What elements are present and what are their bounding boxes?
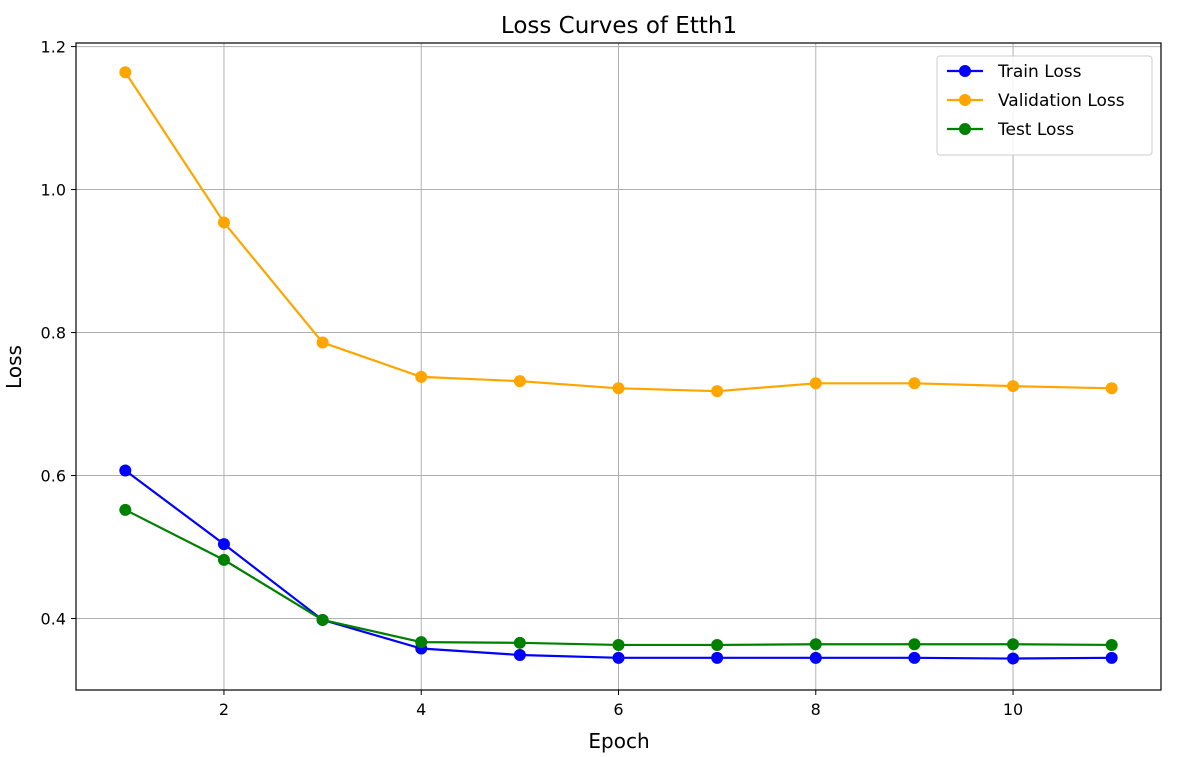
y-tick-label: 0.8 (41, 324, 66, 343)
test-loss-point (612, 638, 625, 651)
validation-loss-point (316, 336, 329, 349)
legend-test-loss-label: Test Loss (997, 120, 1074, 140)
validation-loss-point (1007, 380, 1020, 393)
test-loss-point (908, 638, 921, 651)
train-loss-point (1007, 652, 1020, 665)
y-tick-label: 0.4 (41, 610, 66, 629)
series-area (119, 66, 1118, 665)
y-tick-label: 1.2 (41, 38, 66, 57)
x-tick-label: 2 (219, 700, 229, 719)
train-loss-point (1105, 651, 1118, 664)
validation-loss-point (415, 370, 428, 383)
x-axis-label: Epoch (588, 729, 649, 753)
validation-loss-point (1105, 382, 1118, 395)
legend-train-loss-label: Train Loss (997, 62, 1082, 82)
x-tick-label: 6 (613, 700, 623, 719)
test-loss-point (711, 638, 724, 651)
legend: Train Loss Validation Loss Test Loss (936, 55, 1153, 156)
x-tick-label: 10 (1003, 700, 1023, 719)
validation-loss-point (711, 385, 724, 398)
legend-test-loss-marker (959, 123, 971, 135)
grid (76, 43, 1161, 690)
test-loss-point (1105, 638, 1118, 651)
chart-title: Loss Curves of Etth1 (501, 13, 737, 39)
test-loss-point (316, 613, 329, 626)
test-loss-point (415, 636, 428, 649)
train-loss-point (612, 651, 625, 664)
train-loss-point (908, 651, 921, 664)
test-loss-point (217, 553, 230, 566)
y-tick-label: 0.6 (41, 467, 66, 486)
x-tick-label: 4 (416, 700, 426, 719)
test-loss-point (1007, 638, 1020, 651)
legend-validation-loss-label: Validation Loss (998, 91, 1125, 111)
validation-loss-point (513, 375, 526, 388)
x-tick-label: 8 (811, 700, 821, 719)
validation-loss-point (612, 382, 625, 395)
train-loss-point (513, 648, 526, 661)
train-loss-point (217, 538, 230, 551)
test-loss-point (513, 636, 526, 649)
ticks: 2 4 6 8 10 0.4 0.6 0.8 1.0 1.2 (41, 38, 1024, 719)
test-loss-point (119, 503, 132, 516)
validation-loss-point (217, 216, 230, 229)
legend-box (936, 55, 1153, 156)
test-loss-point (809, 638, 822, 651)
validation-loss-point (908, 377, 921, 390)
y-axis-label: Loss (2, 345, 26, 389)
y-tick-label: 1.0 (41, 181, 66, 200)
validation-loss-point (119, 66, 132, 79)
train-loss-point (119, 464, 132, 477)
legend-validation-loss-marker (959, 94, 971, 106)
legend-train-loss-marker (959, 65, 971, 77)
train-loss-point (711, 651, 724, 664)
validation-loss-point (809, 377, 822, 390)
train-loss-point (809, 651, 822, 664)
